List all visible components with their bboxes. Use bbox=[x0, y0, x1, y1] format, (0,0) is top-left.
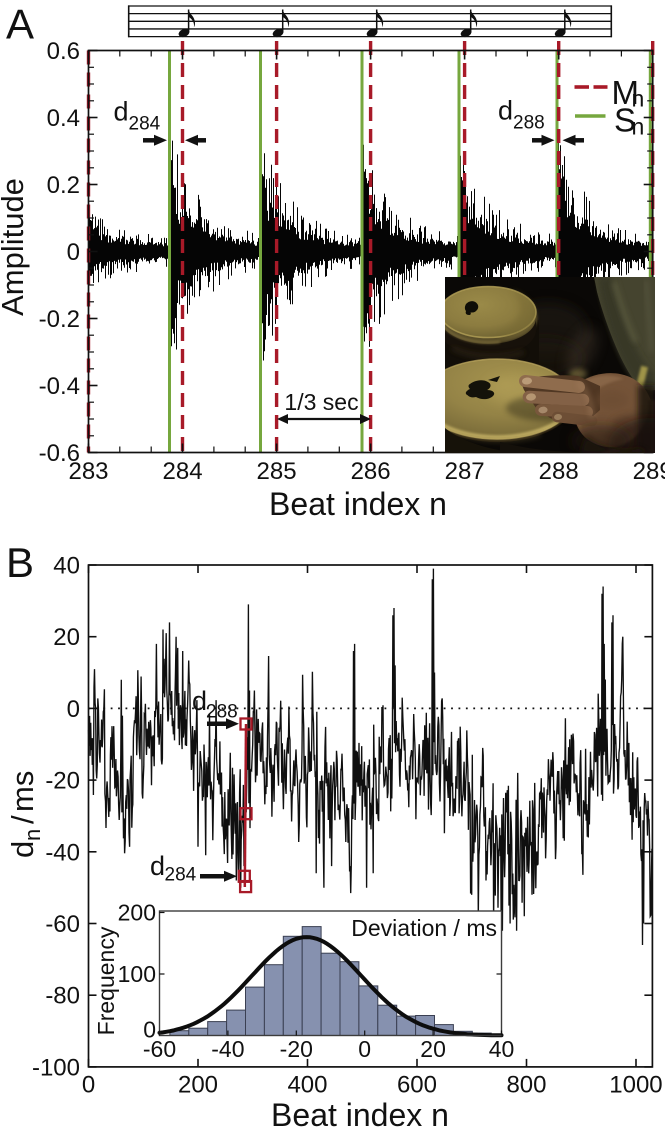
svg-text:283: 283 bbox=[68, 458, 108, 485]
svg-text:Frequency: Frequency bbox=[93, 926, 119, 1035]
svg-text:Beat index n: Beat index n bbox=[269, 486, 447, 522]
svg-text:-0.2: -0.2 bbox=[39, 306, 80, 333]
svg-text:d: d bbox=[5, 841, 40, 858]
svg-text:n: n bbox=[632, 114, 645, 140]
svg-text:Deviation / ms: Deviation / ms bbox=[351, 915, 497, 941]
svg-text:-20: -20 bbox=[45, 768, 80, 795]
svg-text:284: 284 bbox=[129, 114, 161, 135]
svg-text:286: 286 bbox=[351, 458, 391, 485]
svg-text:B: B bbox=[6, 539, 34, 586]
svg-text:285: 285 bbox=[257, 458, 297, 485]
svg-text:40: 40 bbox=[489, 1036, 515, 1062]
svg-text:0: 0 bbox=[67, 696, 80, 723]
svg-text:284: 284 bbox=[165, 865, 197, 886]
svg-text:d: d bbox=[192, 686, 207, 716]
svg-text:-80: -80 bbox=[45, 983, 80, 1010]
svg-text:20: 20 bbox=[420, 1036, 446, 1062]
svg-text:0: 0 bbox=[82, 1072, 95, 1099]
svg-text:1/3 sec: 1/3 sec bbox=[284, 389, 358, 415]
svg-text:Beat index n: Beat index n bbox=[271, 1097, 449, 1133]
svg-text:200: 200 bbox=[118, 900, 156, 926]
svg-text:-60: -60 bbox=[45, 911, 80, 938]
svg-text:400: 400 bbox=[287, 1072, 327, 1099]
svg-text:-100: -100 bbox=[32, 1054, 80, 1081]
svg-text:S: S bbox=[614, 102, 636, 139]
svg-text:ms: ms bbox=[5, 771, 40, 812]
svg-text:/: / bbox=[5, 815, 40, 824]
svg-text:100: 100 bbox=[118, 961, 156, 987]
svg-text:40: 40 bbox=[53, 553, 80, 580]
svg-text:-40: -40 bbox=[211, 1036, 244, 1062]
svg-text:-60: -60 bbox=[143, 1036, 176, 1062]
svg-text:-0.6: -0.6 bbox=[39, 440, 80, 467]
svg-text:0.6: 0.6 bbox=[47, 38, 80, 65]
svg-text:800: 800 bbox=[506, 1072, 546, 1099]
svg-text:0.4: 0.4 bbox=[47, 105, 80, 132]
svg-text:0: 0 bbox=[143, 1017, 156, 1043]
svg-text:d: d bbox=[498, 96, 513, 126]
svg-text:d: d bbox=[150, 851, 165, 881]
svg-text:0: 0 bbox=[358, 1036, 371, 1062]
svg-text:-40: -40 bbox=[45, 839, 80, 866]
svg-text:200: 200 bbox=[178, 1072, 218, 1099]
svg-text:20: 20 bbox=[53, 624, 80, 651]
svg-text:288: 288 bbox=[539, 458, 579, 485]
svg-text:600: 600 bbox=[397, 1072, 437, 1099]
svg-text:n: n bbox=[20, 829, 45, 841]
svg-text:288: 288 bbox=[206, 702, 238, 723]
svg-text:Amplitude: Amplitude bbox=[0, 178, 30, 316]
svg-text:-20: -20 bbox=[280, 1036, 313, 1062]
svg-text:d: d bbox=[114, 96, 129, 126]
svg-text:1000: 1000 bbox=[609, 1072, 662, 1099]
svg-text:289: 289 bbox=[633, 458, 665, 485]
svg-text:0: 0 bbox=[67, 239, 80, 266]
svg-text:M: M bbox=[612, 74, 640, 111]
svg-text:n: n bbox=[632, 86, 645, 112]
svg-text:287: 287 bbox=[445, 458, 485, 485]
svg-text:284: 284 bbox=[163, 458, 203, 485]
svg-text:0.2: 0.2 bbox=[47, 172, 80, 199]
svg-text:-0.4: -0.4 bbox=[39, 373, 80, 400]
svg-text:288: 288 bbox=[513, 113, 545, 134]
svg-text:A: A bbox=[6, 1, 34, 48]
